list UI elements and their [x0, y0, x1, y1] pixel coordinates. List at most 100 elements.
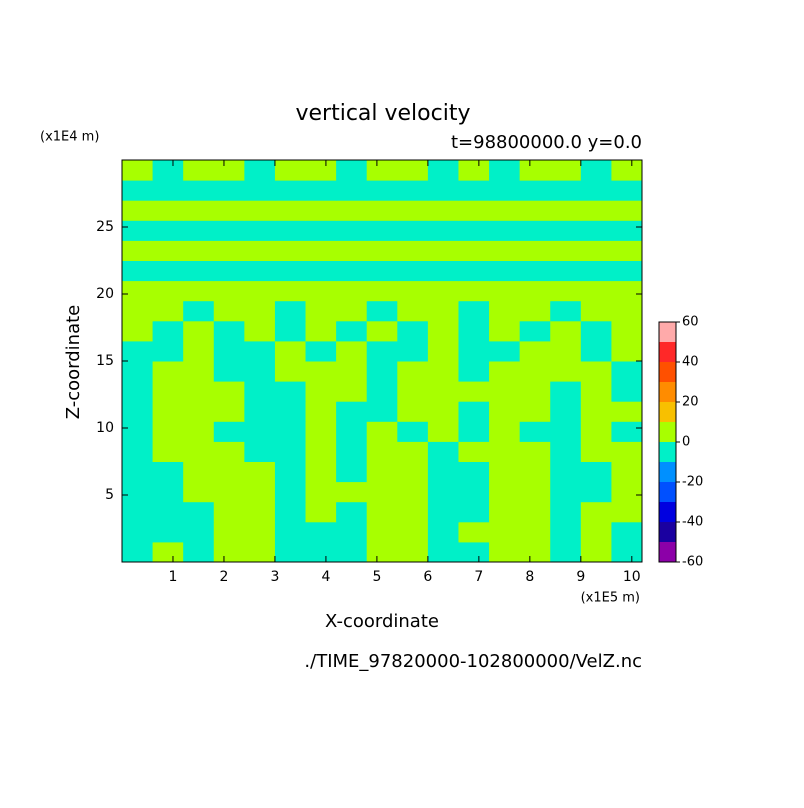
field-cell	[183, 300, 215, 322]
field-cell	[550, 361, 582, 382]
field-cell	[611, 300, 643, 322]
field-cell	[274, 421, 307, 442]
field-cell	[611, 240, 643, 261]
field-cell	[397, 501, 429, 523]
field-cell	[458, 481, 490, 503]
field-cell	[213, 320, 245, 342]
field-cell	[366, 461, 398, 483]
field-cell	[122, 300, 154, 322]
field-cell	[274, 441, 307, 462]
x-tick-label: 6	[423, 569, 432, 585]
field-cell	[519, 381, 551, 402]
field-cell	[213, 340, 245, 362]
colorbar-swatch	[659, 442, 676, 462]
field-cell	[427, 481, 459, 503]
field-cell	[611, 320, 643, 342]
field-cell	[519, 361, 551, 382]
field-cell	[244, 160, 276, 181]
field-cell	[152, 200, 184, 221]
field-cell	[580, 461, 612, 483]
y-tick-label: 25	[96, 219, 114, 235]
field-cell	[183, 541, 215, 563]
field-cell	[366, 481, 398, 503]
field-cell	[611, 461, 643, 483]
field-cell	[427, 361, 459, 382]
field-cell	[336, 481, 368, 503]
field-cell	[611, 421, 643, 442]
field-cell	[489, 220, 521, 241]
field-cell	[305, 220, 337, 241]
field-cell	[611, 340, 643, 362]
field-cell	[366, 501, 398, 523]
field-cell	[458, 220, 490, 241]
x-axis-label: X-coordinate	[325, 611, 439, 632]
field-cell	[305, 320, 337, 342]
field-cell	[519, 340, 551, 362]
field-cell	[274, 200, 307, 221]
field-cell	[336, 501, 368, 523]
field-cell	[244, 240, 276, 261]
field-cell	[122, 381, 154, 402]
field-cell	[183, 200, 215, 221]
field-cell	[274, 461, 307, 483]
field-cell	[152, 361, 184, 382]
field-cell	[274, 340, 307, 362]
field-cell	[336, 421, 368, 442]
field-cell	[336, 200, 368, 221]
field-cell	[244, 260, 276, 282]
field-cell	[122, 200, 154, 221]
field-cell	[366, 361, 398, 382]
field-cell	[336, 361, 368, 382]
field-cell	[489, 521, 521, 543]
field-cell	[458, 521, 490, 543]
field-cell	[183, 320, 215, 342]
field-cell	[519, 260, 551, 282]
field-cell	[397, 320, 429, 342]
field-cell	[336, 300, 368, 322]
field-cell	[274, 521, 307, 543]
field-cell	[244, 521, 276, 543]
x-tick-label: 1	[169, 569, 178, 585]
field-cell	[152, 501, 184, 523]
field-cell	[397, 441, 429, 462]
colorbar-swatch	[659, 462, 676, 482]
colorbar-swatch	[659, 382, 676, 402]
field-cell	[550, 501, 582, 523]
field-cell	[519, 200, 551, 221]
field-cell	[489, 421, 521, 442]
field-cell	[152, 160, 184, 181]
field-cell	[183, 401, 215, 422]
field-cell	[550, 441, 582, 462]
field-cell	[611, 401, 643, 422]
field-cell	[122, 240, 154, 261]
chart-subtitle: t=98800000.0 y=0.0	[451, 132, 642, 153]
field-cell	[397, 260, 429, 282]
field-cell	[519, 280, 551, 302]
field-cell	[611, 541, 643, 563]
field-cell	[427, 441, 459, 462]
field-cell	[366, 220, 398, 241]
field-cell	[152, 240, 184, 261]
field-cell	[183, 240, 215, 261]
colorbar-swatch	[659, 402, 676, 422]
colorbar-swatch	[659, 342, 676, 362]
field-cell	[489, 481, 521, 503]
field-cell	[274, 320, 307, 342]
field-cell	[213, 481, 245, 503]
field-cell	[122, 481, 154, 503]
field-cell	[580, 160, 612, 181]
field-cell	[580, 361, 612, 382]
field-cell	[427, 461, 459, 483]
field-cell	[611, 521, 643, 543]
field-cell	[489, 180, 521, 201]
field-cell	[213, 240, 245, 261]
x-tick-label: 5	[372, 569, 381, 585]
field-cell	[366, 260, 398, 282]
field-cell	[366, 200, 398, 221]
field-cell	[489, 160, 521, 181]
field-cell	[458, 300, 490, 322]
field-cell	[366, 180, 398, 201]
field-cell	[458, 381, 490, 402]
field-cell	[274, 300, 307, 322]
